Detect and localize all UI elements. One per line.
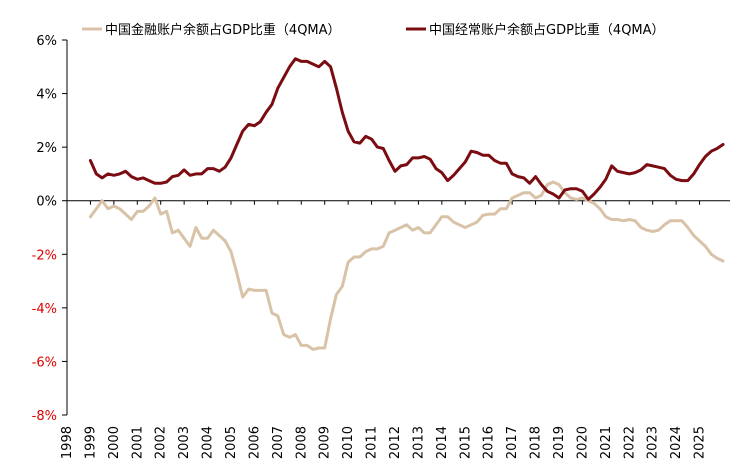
x-tick-label: 2022 — [622, 426, 637, 459]
x-tick-label: 2019 — [552, 426, 567, 459]
y-tick-label: -6% — [32, 355, 57, 370]
x-tick-label: 2017 — [505, 426, 520, 459]
legend-label-current: 中国经常账户余额占GDP比重（4QMA） — [429, 22, 665, 38]
x-tick-label: 2000 — [107, 426, 122, 459]
x-tick-label: 1998 — [60, 426, 75, 459]
x-tick-label: 2008 — [294, 426, 309, 459]
axes: 6% 4% 2% 0% -2% -4% -6% -8%1998 1999 2000 2001 2002… — [32, 34, 730, 459]
x-tick-label: 2010 — [341, 426, 356, 459]
x-tick-label: 2015 — [458, 426, 473, 459]
y-tick-label: -4% — [32, 302, 57, 317]
x-tick-label: 2002 — [154, 426, 169, 459]
x-tick-label: 2011 — [365, 426, 380, 459]
x-tick-label: 2021 — [599, 426, 614, 459]
x-tick-label: 2001 — [130, 426, 145, 459]
x-tick-label: 2004 — [201, 426, 216, 459]
x-tick-label: 2016 — [482, 426, 497, 459]
x-tick-label: 2025 — [693, 426, 708, 459]
x-tick-label: 2009 — [318, 426, 333, 459]
x-tick-label: 2014 — [435, 426, 450, 459]
series-line-current — [88, 57, 725, 201]
series-layer — [88, 57, 725, 351]
y-tick-label: 2% — [36, 141, 57, 156]
y-tick-label: 0% — [36, 195, 57, 210]
y-tick-label: -8% — [32, 409, 57, 424]
x-tick-label: 2003 — [177, 426, 192, 459]
x-tick-label: 2018 — [529, 426, 544, 459]
x-tick-label: 2013 — [411, 426, 426, 459]
y-tick-label: 6% — [36, 34, 57, 49]
series-line-financial — [88, 180, 725, 351]
x-tick-label: 2023 — [646, 426, 661, 459]
y-tick-label: 4% — [36, 88, 57, 103]
x-tick-label: 2024 — [669, 426, 684, 459]
x-tick-label: 2005 — [224, 426, 239, 459]
legend: 中国金融账户余额占GDP比重（4QMA） 中国经常账户余额占GDP比重（4QMA… — [82, 22, 665, 38]
x-tick-label: 2006 — [247, 426, 262, 459]
x-tick-label: 2007 — [271, 426, 286, 459]
x-tick-label: 2012 — [388, 426, 403, 459]
legend-label-financial: 中国金融账户余额占GDP比重（4QMA） — [105, 22, 341, 38]
x-tick-label: 2020 — [575, 426, 590, 459]
x-tick-label: 1999 — [83, 426, 98, 459]
y-tick-label: -2% — [32, 248, 57, 263]
